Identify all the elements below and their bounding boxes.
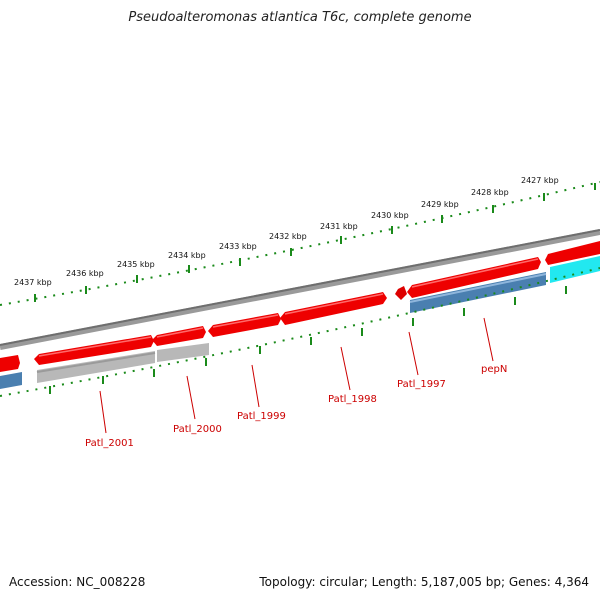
inner-tick-track bbox=[0, 267, 600, 397]
gene-arrow-pepN[interactable] bbox=[407, 257, 541, 298]
gene-label-Patl_1999[interactable]: Patl_1999 bbox=[237, 411, 286, 422]
cyan-feature[interactable] bbox=[550, 256, 600, 283]
gene-label-Patl_2000[interactable]: Patl_2000 bbox=[173, 424, 222, 435]
gene-callouts bbox=[99, 317, 494, 434]
scale-label: 2435 kbp bbox=[117, 260, 155, 269]
gene-arrow-Patl_1999[interactable] bbox=[152, 326, 206, 346]
gene-arrow-small[interactable] bbox=[395, 286, 407, 300]
scale-ruler: 2427 kbp 2428 kbp 2429 kbp 2430 kbp 2431… bbox=[14, 176, 596, 302]
blue-feature-left[interactable] bbox=[0, 372, 22, 389]
scale-label: 2436 kbp bbox=[66, 269, 104, 278]
gene-label-Patl_2001[interactable]: Patl_2001 bbox=[85, 438, 134, 449]
gene-labels: pepN Patl_1997 Patl_1998 Patl_1999 Patl_… bbox=[85, 364, 507, 449]
scale-label: 2430 kbp bbox=[371, 211, 409, 220]
accession-text: Accession: NC_008228 bbox=[9, 575, 146, 589]
gene-arrow-Patl_2000[interactable] bbox=[34, 335, 154, 365]
gene-arrow-Patl_1998[interactable] bbox=[208, 313, 281, 337]
scale-label: 2431 kbp bbox=[320, 222, 358, 231]
scale-label: 2428 kbp bbox=[471, 188, 509, 197]
gene-label-pepN[interactable]: pepN bbox=[481, 364, 507, 375]
scale-label: 2433 kbp bbox=[219, 242, 257, 251]
genome-backbone bbox=[0, 229, 600, 350]
map-title: Pseudoalteromonas atlantica T6c, complet… bbox=[128, 10, 472, 25]
scale-label: 2429 kbp bbox=[421, 200, 459, 209]
gene-label-Patl_1997[interactable]: Patl_1997 bbox=[397, 379, 446, 390]
scale-label: 2437 kbp bbox=[14, 278, 52, 287]
scale-label: 2427 kbp bbox=[521, 176, 559, 185]
gene-arrow-left-edge[interactable] bbox=[0, 355, 20, 372]
scale-label: 2432 kbp bbox=[269, 232, 307, 241]
gray-feature[interactable] bbox=[37, 351, 155, 383]
blue-feature[interactable] bbox=[410, 272, 546, 313]
genome-summary-text: Topology: circular; Length: 5,187,005 bp… bbox=[259, 575, 589, 589]
gene-arrow-Patl_1997[interactable] bbox=[280, 292, 387, 325]
forward-strand-genes bbox=[0, 241, 600, 372]
gene-arrow[interactable] bbox=[545, 241, 600, 265]
feature-track bbox=[0, 256, 600, 389]
gene-label-Patl_1998[interactable]: Patl_1998 bbox=[328, 394, 377, 405]
gray-feature[interactable] bbox=[157, 343, 209, 362]
scale-label: 2434 kbp bbox=[168, 251, 206, 260]
